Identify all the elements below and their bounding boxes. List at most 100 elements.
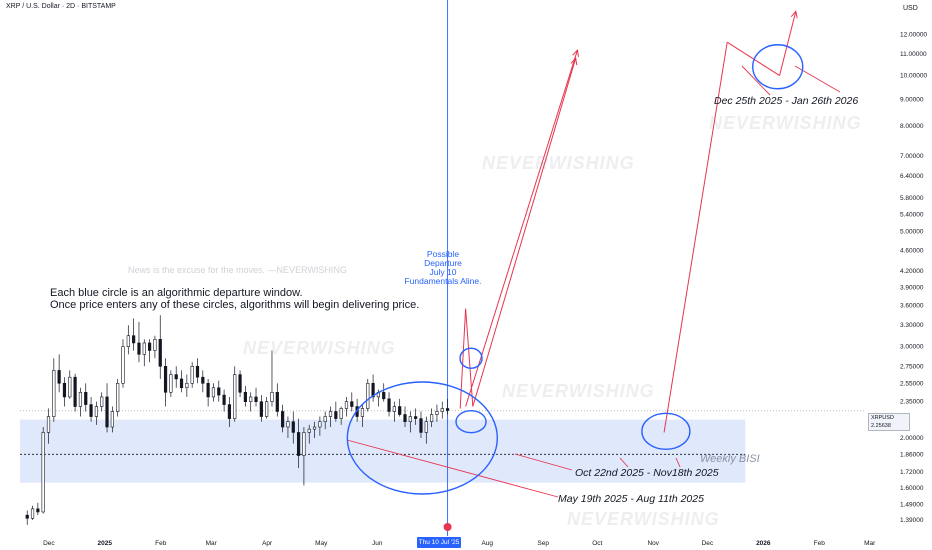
candle-body <box>211 387 216 398</box>
candle-body <box>100 396 104 407</box>
x-tick-label: Mar <box>864 540 876 547</box>
candle-body <box>142 342 146 355</box>
candle-body <box>387 398 391 412</box>
candle-body <box>249 396 253 402</box>
candle-body <box>291 421 295 433</box>
note-line-1: Each blue circle is an algorithmic depar… <box>50 287 303 299</box>
candle-body <box>52 370 56 417</box>
y-tick-label: 5.00000 <box>900 229 924 236</box>
x-tick-label: Mar <box>206 540 218 547</box>
candle-body <box>30 508 35 519</box>
watermark-2: NEVERWISHING <box>482 153 635 173</box>
y-tick-label: 1.39000 <box>900 517 924 524</box>
candle-body <box>419 418 423 433</box>
y-tick-label: 2.75000 <box>900 363 924 370</box>
candle-body <box>190 365 194 384</box>
candle-body <box>344 401 349 409</box>
x-tick-label: May <box>315 540 328 547</box>
pointer-line <box>794 65 841 93</box>
departure-circle <box>346 381 499 495</box>
watermark-quote: News is the excuse for the moves. —NEVER… <box>128 265 347 275</box>
departure-circle <box>641 412 691 451</box>
departure-circle <box>455 410 487 434</box>
x-tick-label: Aug <box>481 540 493 547</box>
candle-body <box>259 401 263 417</box>
candle-body <box>328 411 333 417</box>
candle-body <box>126 335 130 347</box>
x-tick-label: Jun <box>372 540 383 547</box>
candle-body <box>312 426 317 430</box>
annotation-may-window: May 19th 2025 - Aug 11th 2025 <box>558 493 704 505</box>
current-date-tag: Thu 10 Jul '25 <box>417 537 461 548</box>
price-tag: XRPUSD 2.25638 <box>868 413 910 431</box>
candle-body <box>153 339 157 351</box>
y-tick-label: 2.00000 <box>900 435 924 442</box>
candle-body <box>286 421 290 428</box>
candle-body <box>137 342 141 355</box>
candle-body <box>445 408 450 411</box>
candle-body <box>195 365 200 378</box>
projection-arrowhead <box>570 57 578 66</box>
candle-body <box>105 396 109 428</box>
y-tick-label: 8.00000 <box>900 123 924 130</box>
candle-body <box>41 432 45 513</box>
candle-body <box>339 408 343 419</box>
x-tick-label: Apr <box>262 540 273 547</box>
candle-body <box>430 414 434 423</box>
candle-body <box>78 391 83 407</box>
candle-body <box>169 374 173 393</box>
candle-body <box>265 401 269 417</box>
y-tick-label: 1.60000 <box>900 485 924 492</box>
candle-body <box>163 365 168 393</box>
x-tick-label: Sep <box>537 540 549 547</box>
candle-body <box>110 411 114 428</box>
y-tick-label: 7.00000 <box>900 153 924 160</box>
projection-line <box>472 58 577 407</box>
candle-body <box>371 382 375 398</box>
departure-circle <box>459 347 483 369</box>
candle-body <box>392 406 396 412</box>
x-tick-label: Feb <box>814 540 826 547</box>
candle-body <box>222 394 226 405</box>
candle-body <box>174 374 178 380</box>
candle-body <box>398 406 402 415</box>
candle-body <box>408 416 412 423</box>
candle-body <box>25 514 29 519</box>
candle-body <box>73 376 77 407</box>
candle-body <box>84 391 88 405</box>
chart-title: XRP / U.S. Dollar · 2D · BITSTAMP <box>6 3 116 10</box>
watermark-1: NEVERWISHING <box>243 338 396 358</box>
candle-body <box>414 416 418 419</box>
pointer-line <box>514 453 573 471</box>
candle-body <box>270 391 274 402</box>
y-tick-label: 3.90000 <box>900 285 924 292</box>
candle-body <box>238 374 242 393</box>
candle-body <box>435 411 439 415</box>
y-tick-label: 1.49000 <box>900 501 924 508</box>
y-tick-label: 3.30000 <box>900 322 924 329</box>
y-tick-label: 2.35000 <box>900 399 924 406</box>
y-tick-label: 6.40000 <box>900 173 924 180</box>
y-tick-label: 12.00000 <box>900 32 927 39</box>
projection-line <box>465 308 474 407</box>
departure-line-1: Possible <box>426 249 460 259</box>
watermark-3: NEVERWISHING <box>502 381 655 401</box>
y-tick-label: 1.86000 <box>900 451 924 458</box>
pointer-line <box>741 65 771 96</box>
x-tick-label: Feb <box>155 540 167 547</box>
candle-body <box>94 406 98 417</box>
candle-body <box>243 391 247 402</box>
y-tick-label: 3.00000 <box>900 344 924 351</box>
y-tick-label: 10.00000 <box>900 73 927 80</box>
candle-body <box>440 408 444 412</box>
departure-line-3: July 10 <box>429 267 457 277</box>
candle-body <box>233 374 237 419</box>
projection-line <box>663 42 728 433</box>
watermark-4: NEVERWISHING <box>709 113 862 133</box>
annotation-oct-window: Oct 22nd 2025 - Nov18th 2025 <box>575 467 719 479</box>
candle-body <box>403 414 407 423</box>
projection-arrowhead <box>572 48 579 58</box>
candle-body <box>132 335 136 344</box>
candle-body <box>62 382 67 398</box>
